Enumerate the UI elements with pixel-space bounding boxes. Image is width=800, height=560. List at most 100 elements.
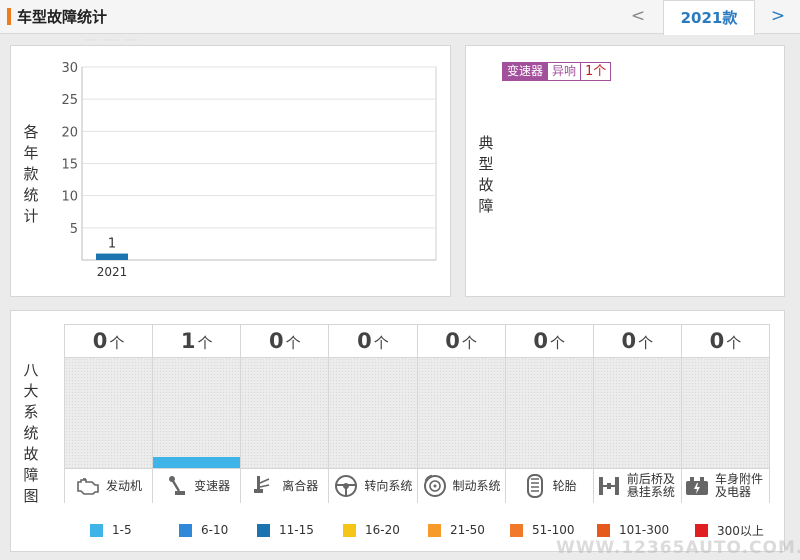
legend-swatch xyxy=(510,523,523,537)
system-column[interactable]: 0 个离合器 xyxy=(241,325,330,503)
system-count-value: 0 xyxy=(92,329,108,353)
system-label: 制动系统 xyxy=(417,468,505,503)
system-count-value: 0 xyxy=(533,329,548,353)
system-heat-cell xyxy=(681,358,769,468)
bar-data-label: 1 xyxy=(108,237,116,252)
system-name: 发动机 xyxy=(106,478,143,493)
system-column[interactable]: 0 个转向系统 xyxy=(329,325,418,503)
legend-item: 11-15 xyxy=(257,521,343,539)
system-column[interactable]: 0 个车身附件及电器 xyxy=(681,325,769,503)
system-name: 车身附件及电器 xyxy=(714,472,763,499)
fault-tag[interactable]: 变速器 异响 1个 xyxy=(502,62,612,81)
legend-remnant xyxy=(84,39,138,41)
next-year-button[interactable]: > xyxy=(770,6,786,26)
eight-systems-label: 八大系统故障图 xyxy=(23,361,39,505)
system-label: 发动机 xyxy=(65,468,153,503)
legend-swatch xyxy=(343,523,356,537)
page-title: 车型故障统计 xyxy=(17,8,108,26)
legend-swatch xyxy=(90,523,103,537)
system-count-value: 0 xyxy=(445,329,460,353)
yearly-bar-chart: 5 10 15 20 25 30 1 2021 xyxy=(61,61,437,279)
system-name: 前后桥及悬挂系统 xyxy=(626,472,675,499)
legend-item: 51-100 xyxy=(510,521,597,539)
y-tick-label: 30 xyxy=(61,61,78,76)
system-name: 制动系统 xyxy=(452,478,501,493)
car-body-electric-icon xyxy=(684,473,710,499)
tire-icon xyxy=(522,473,548,499)
fault-tag-type: 异响 xyxy=(548,62,582,81)
typical-fault-label: 典型故障 xyxy=(478,134,494,215)
legend-item: 6-10 xyxy=(179,521,257,539)
tab-year-2021[interactable]: 2021款 xyxy=(663,0,755,35)
system-heat-cell xyxy=(65,358,153,468)
bar[interactable] xyxy=(96,253,128,260)
y-tick-label: 10 xyxy=(61,190,78,205)
system-count-unit: 个 xyxy=(285,334,301,352)
legend-label: 16-20 xyxy=(365,523,400,537)
system-label: 离合器 xyxy=(241,468,329,503)
system-count-unit: 个 xyxy=(549,334,565,352)
y-tick-label: 15 xyxy=(61,158,78,173)
legend-label: 300以上 xyxy=(717,523,764,538)
systems-grid: 0 个发动机 1 个变速器 0 个离合器 0 个转向系统 0 个制动系统 0 个轮胎 0 个前后桥及悬挂系… xyxy=(64,324,770,503)
system-column[interactable]: 0 个制动系统 xyxy=(417,325,506,503)
y-tick-label: 5 xyxy=(70,222,78,237)
x-tick-label: 2021 xyxy=(97,265,128,279)
system-count-value: 0 xyxy=(709,329,725,353)
system-heat-cell xyxy=(153,358,241,468)
legend-label: 51-100 xyxy=(532,523,575,537)
gear-shifter-icon xyxy=(163,473,189,499)
legend-item: 1-5 xyxy=(90,521,179,539)
legend-label: 21-50 xyxy=(450,523,485,537)
system-name: 变速器 xyxy=(194,478,231,493)
system-count-unit: 个 xyxy=(461,334,477,352)
system-count-unit: 个 xyxy=(638,334,654,352)
system-count-unit: 个 xyxy=(726,334,742,352)
legend-item: 16-20 xyxy=(343,521,428,539)
system-heat-cell xyxy=(329,358,417,468)
system-column[interactable]: 0 个发动机 xyxy=(65,325,154,503)
system-column[interactable]: 0 个轮胎 xyxy=(505,325,594,503)
system-count-unit: 个 xyxy=(109,334,125,352)
system-heat-cell xyxy=(505,358,593,468)
legend-item: 300以上 xyxy=(695,521,775,539)
brake-disc-icon xyxy=(422,473,448,499)
system-count-value: 0 xyxy=(268,329,284,353)
legend-swatch xyxy=(597,523,610,537)
system-heat-cell xyxy=(417,358,505,468)
legend-label: 101-300 xyxy=(619,523,670,537)
clutch-pedal-icon xyxy=(251,473,277,499)
header-bar: 车型故障统计 < 2021款 > xyxy=(0,0,800,35)
legend-swatch xyxy=(428,523,441,537)
fault-tag-component: 变速器 xyxy=(502,62,549,81)
y-tick-label: 25 xyxy=(61,93,78,108)
typical-fault-panel xyxy=(465,45,785,297)
fault-tag-count: 1个 xyxy=(581,62,612,81)
steering-wheel-icon xyxy=(333,473,359,499)
system-heat-cell xyxy=(593,358,681,468)
system-label: 转向系统 xyxy=(329,468,417,503)
system-column[interactable]: 0 个前后桥及悬挂系统 xyxy=(593,325,682,503)
system-label: 车身附件及电器 xyxy=(681,468,769,503)
system-label: 变速器 xyxy=(153,468,241,503)
yearly-stats-label: 各年款统计 xyxy=(23,123,39,225)
legend-swatch xyxy=(257,523,270,537)
system-label: 轮胎 xyxy=(505,468,593,503)
y-tick-label: 20 xyxy=(61,125,78,140)
system-count-unit: 个 xyxy=(197,334,213,352)
legend-swatch xyxy=(179,523,192,537)
system-column[interactable]: 1 个变速器 xyxy=(153,325,242,503)
system-heat-fill xyxy=(153,457,241,468)
legend-item: 101-300 xyxy=(597,521,695,539)
prev-year-button[interactable]: < xyxy=(630,6,646,26)
system-count-unit: 个 xyxy=(373,334,389,352)
system-heat-cell xyxy=(241,358,329,468)
system-count-value: 0 xyxy=(621,329,637,353)
system-label: 前后桥及悬挂系统 xyxy=(593,468,681,503)
